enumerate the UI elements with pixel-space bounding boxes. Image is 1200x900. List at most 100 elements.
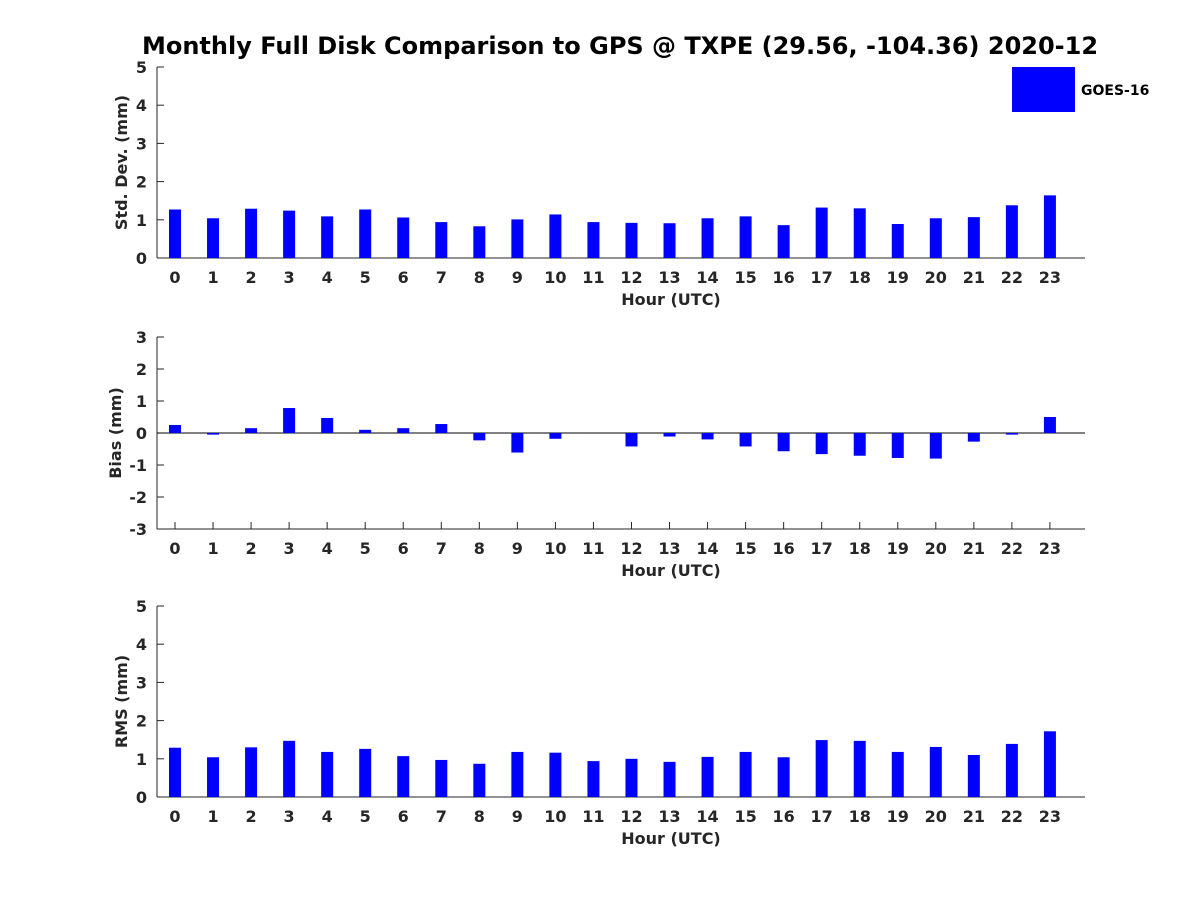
- stddev-bar-hour-22: [1005, 205, 1018, 258]
- bias-x-tick-label: 11: [582, 539, 604, 558]
- stddev-bar-hour-6: [397, 217, 410, 258]
- rms-bar-hour-1: [207, 757, 220, 797]
- stddev-x-tick-label: 10: [544, 268, 566, 287]
- rms-bar-hour-18: [853, 740, 866, 797]
- bias-x-tick-label: 19: [887, 539, 909, 558]
- rms-x-tick-label: 0: [169, 807, 180, 826]
- stddev-y-tick-label: 2: [136, 173, 147, 192]
- bias-x-tick-label: 2: [246, 539, 257, 558]
- rms-bar-hour-6: [397, 756, 410, 797]
- stddev-y-tick-label: 5: [136, 58, 147, 77]
- stddev-x-tick-label: 15: [734, 268, 756, 287]
- rms-x-tick-label: 16: [773, 807, 795, 826]
- bias-bar-hour-22: [1005, 433, 1018, 435]
- bias-x-tick-label: 8: [474, 539, 485, 558]
- rms-x-tick-label: 10: [544, 807, 566, 826]
- bias-x-tick-label: 22: [1001, 539, 1023, 558]
- rms-x-tick-label: 5: [360, 807, 371, 826]
- rms-y-axis-label: RMS (mm): [112, 655, 131, 748]
- chart-title: Monthly Full Disk Comparison to GPS @ TX…: [142, 32, 1098, 60]
- stddev-bar-hour-17: [815, 207, 828, 258]
- bias-x-tick-label: 17: [811, 539, 833, 558]
- rms-x-tick-label: 6: [398, 807, 409, 826]
- stddev-x-tick-label: 19: [887, 268, 909, 287]
- stddev-x-tick-label: 6: [398, 268, 409, 287]
- bias-x-tick-label: 10: [544, 539, 566, 558]
- rms-x-tick-label: 12: [620, 807, 642, 826]
- bias-bar-hour-19: [891, 433, 904, 458]
- rms-bar-hour-10: [549, 752, 562, 797]
- bias-y-tick-label: 2: [136, 360, 147, 379]
- bias-bar-hour-18: [853, 433, 866, 456]
- bias-bar-hour-23: [1043, 417, 1056, 433]
- stddev-bar-hour-1: [207, 218, 220, 258]
- bias-bar-hour-15: [739, 433, 752, 447]
- bias-bar-hour-10: [549, 433, 562, 439]
- stddev-x-tick-label: 0: [169, 268, 180, 287]
- stddev-bar-hour-11: [587, 222, 600, 258]
- stddev-x-tick-label: 20: [925, 268, 947, 287]
- bias-x-tick-label: 16: [773, 539, 795, 558]
- stddev-x-tick-label: 18: [849, 268, 871, 287]
- rms-x-tick-label: 2: [246, 807, 257, 826]
- legend-label: GOES-16: [1081, 83, 1149, 99]
- bias-x-tick-label: 3: [284, 539, 295, 558]
- rms-y-tick-label: 4: [136, 635, 147, 654]
- bias-bar-hour-0: [169, 425, 181, 433]
- rms-bar-hour-19: [891, 751, 904, 797]
- stddev-x-axis-label: Hour (UTC): [621, 290, 721, 309]
- stddev-x-tick-label: 16: [773, 268, 795, 287]
- rms-bar-hour-0: [169, 747, 181, 797]
- stddev-x-tick-label: 9: [512, 268, 523, 287]
- stddev-x-tick-label: 22: [1001, 268, 1023, 287]
- bias-bar-hour-17: [815, 433, 828, 455]
- rms-x-tick-label: 15: [734, 807, 756, 826]
- bias-bar-hour-6: [397, 428, 410, 433]
- bias-bar-hour-13: [663, 433, 676, 437]
- bias-x-tick-label: 7: [436, 539, 447, 558]
- rms-bar-hour-15: [739, 751, 752, 797]
- bias-x-tick-label: 4: [322, 539, 333, 558]
- bias-x-tick-label: 6: [398, 539, 409, 558]
- stddev-bar-hour-3: [283, 210, 296, 258]
- bias-bar-hour-9: [511, 433, 524, 453]
- rms-bar-hour-17: [815, 740, 828, 797]
- stddev-bar-hour-0: [169, 209, 181, 258]
- stddev-bar-hour-18: [853, 208, 866, 258]
- rms-bar-hour-14: [701, 756, 714, 797]
- rms-x-tick-label: 20: [925, 807, 947, 826]
- rms-x-tick-label: 13: [658, 807, 680, 826]
- stddev-bar-hour-14: [701, 218, 714, 258]
- stddev-x-tick-label: 3: [284, 268, 295, 287]
- bias-bar-hour-20: [929, 433, 942, 459]
- stddev-x-tick-label: 7: [436, 268, 447, 287]
- bias-bar-hour-12: [625, 433, 638, 447]
- legend-swatch: [1012, 67, 1075, 112]
- rms-x-tick-label: 18: [849, 807, 871, 826]
- bias-bar-hour-3: [283, 408, 296, 433]
- rms-bar-hour-7: [435, 759, 448, 797]
- bias-y-tick-label: 1: [136, 392, 147, 411]
- stddev-x-tick-label: 1: [207, 268, 218, 287]
- stddev-y-tick-label: 3: [136, 134, 147, 153]
- rms-y-tick-label: 3: [136, 673, 147, 692]
- stddev-bar-hour-21: [967, 217, 980, 258]
- stddev-bar-hour-10: [549, 214, 562, 258]
- rms-bar-hour-21: [967, 754, 980, 797]
- bias-x-tick-label: 9: [512, 539, 523, 558]
- rms-y-tick-label: 0: [136, 788, 147, 807]
- rms-x-tick-label: 23: [1039, 807, 1061, 826]
- rms-x-axis-label: Hour (UTC): [621, 829, 721, 848]
- bias-y-tick-label: -2: [129, 488, 147, 507]
- bias-y-tick-label: 0: [136, 424, 147, 443]
- bias-x-tick-label: 20: [925, 539, 947, 558]
- bias-x-tick-label: 15: [734, 539, 756, 558]
- rms-x-tick-label: 1: [207, 807, 218, 826]
- stddev-y-tick-label: 1: [136, 211, 147, 230]
- rms-bar-hour-4: [321, 751, 334, 797]
- rms-bar-hour-3: [283, 740, 296, 797]
- stddev-x-tick-label: 11: [582, 268, 604, 287]
